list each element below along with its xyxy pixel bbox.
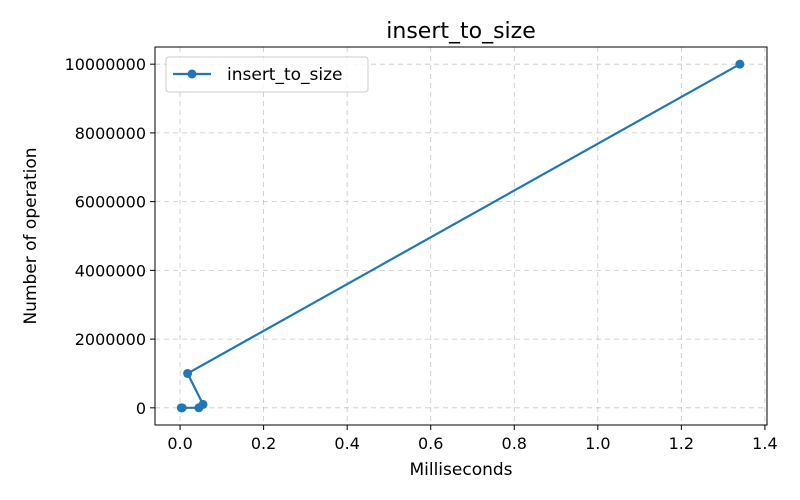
- legend-box: [165, 56, 369, 93]
- x-tick-label: 0.8: [502, 434, 527, 453]
- legend-series-label: insert_to_size: [227, 65, 343, 85]
- data-point: [183, 368, 193, 378]
- series-layer: [176, 59, 745, 413]
- plot-area-frame: [154, 46, 768, 426]
- series-line: [181, 63, 741, 409]
- y-axis-label: Number of operation: [21, 147, 41, 324]
- x-tick-label: 0.6: [418, 434, 443, 453]
- y-tick-label: 10000000: [65, 55, 146, 74]
- x-tick-label: 0.0: [167, 434, 192, 453]
- data-point: [735, 59, 745, 69]
- x-tick-label: 1.4: [752, 434, 777, 453]
- y-tick-label: 2000000: [75, 330, 146, 349]
- chart-title: insert_to_size: [386, 19, 535, 44]
- x-tick-label: 0.2: [251, 434, 276, 453]
- axis-ticks: 0.0 0.2 0.4 0.6 0.8 1.0 1.2 1.4 0 2000000 4000000 6…: [65, 55, 778, 453]
- y-tick-label: 6000000: [75, 193, 146, 212]
- x-axis-label: Milliseconds: [409, 460, 512, 480]
- x-tick-label: 1.2: [669, 434, 694, 453]
- x-tick-label: 0.4: [334, 434, 359, 453]
- legend: insert_to_size: [165, 56, 369, 93]
- x-tick-label: 1.0: [585, 434, 610, 453]
- data-point: [177, 403, 187, 413]
- grid-lines: [155, 47, 767, 425]
- y-tick-label: 4000000: [75, 261, 146, 280]
- legend-series-marker: [187, 69, 197, 79]
- y-tick-label: 8000000: [75, 124, 146, 143]
- y-tick-label: 0: [136, 399, 146, 418]
- data-point: [198, 399, 208, 409]
